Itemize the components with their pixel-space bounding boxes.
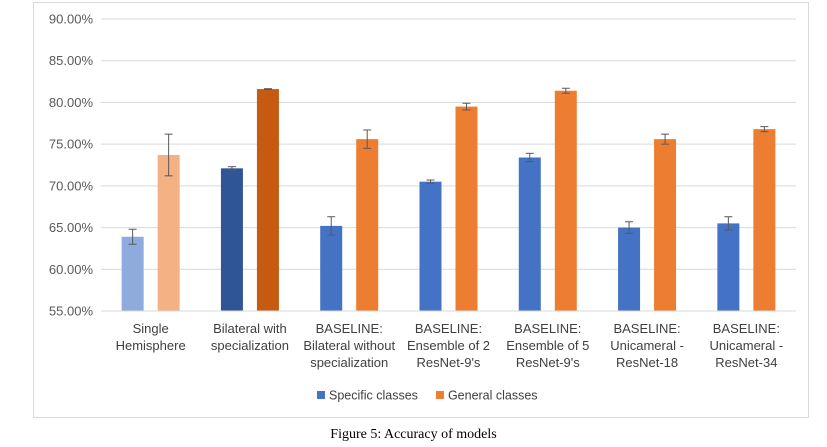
bar-chart: 55.00% 60.00% 65.00% 70.00% 75.00% 80.00% 85.0… (49, 12, 796, 403)
x-category-label: ResNet-9's (417, 355, 481, 370)
bar (356, 139, 379, 311)
x-category-label: Ensemble of 2 (407, 338, 490, 353)
bar (220, 168, 243, 311)
bar (554, 90, 577, 312)
bar (753, 129, 776, 311)
x-category-label: specialization (211, 338, 289, 353)
chart-frame: 55.00% 60.00% 65.00% 70.00% 75.00% 80.00% 85.0… (33, 2, 809, 418)
x-category-label: ResNet-9's (516, 355, 580, 370)
x-category-label: BASELINE: (613, 321, 680, 336)
y-tick-label: 55.00% (49, 304, 94, 319)
bar (717, 223, 740, 311)
legend-swatch (435, 391, 444, 399)
bar (518, 157, 541, 311)
x-category-label: Bilateral with (213, 321, 287, 336)
x-category-label: BASELINE: (415, 321, 482, 336)
x-category-label: Ensemble of 5 (506, 338, 589, 353)
bar (157, 154, 180, 311)
bar (618, 227, 641, 311)
y-tick-label: 60.00% (49, 262, 94, 277)
x-category-label: Hemisphere (116, 338, 186, 353)
x-category-label: ResNet-34 (715, 355, 777, 370)
x-category-label: Unicameral - (610, 338, 684, 353)
bar (455, 106, 478, 311)
legend-label: Specific classes (329, 389, 418, 403)
x-category-label: Bilateral without (303, 338, 395, 353)
x-category-label: Unicameral - (710, 338, 784, 353)
y-tick-label: 80.00% (49, 95, 94, 110)
x-category-label: BASELINE: (514, 321, 581, 336)
bar (320, 225, 343, 311)
figure-caption: Figure 5: Accuracy of models (330, 427, 497, 442)
x-category-label: BASELINE: (713, 321, 780, 336)
y-tick-label: 65.00% (49, 220, 94, 235)
y-tick-label: 85.00% (49, 53, 94, 68)
legend-label: General classes (448, 389, 538, 403)
bar (121, 236, 144, 311)
x-category-label: Single (133, 321, 169, 336)
bar (654, 139, 677, 311)
x-category-label: ResNet-18 (616, 355, 678, 370)
bar (256, 89, 279, 311)
legend-swatch (317, 391, 325, 399)
x-category-label: BASELINE: (316, 321, 383, 336)
y-tick-label: 75.00% (49, 137, 94, 152)
y-tick-label: 70.00% (49, 178, 94, 193)
x-category-label: specialization (310, 355, 388, 370)
bar (419, 181, 442, 311)
y-tick-label: 90.00% (49, 12, 94, 27)
